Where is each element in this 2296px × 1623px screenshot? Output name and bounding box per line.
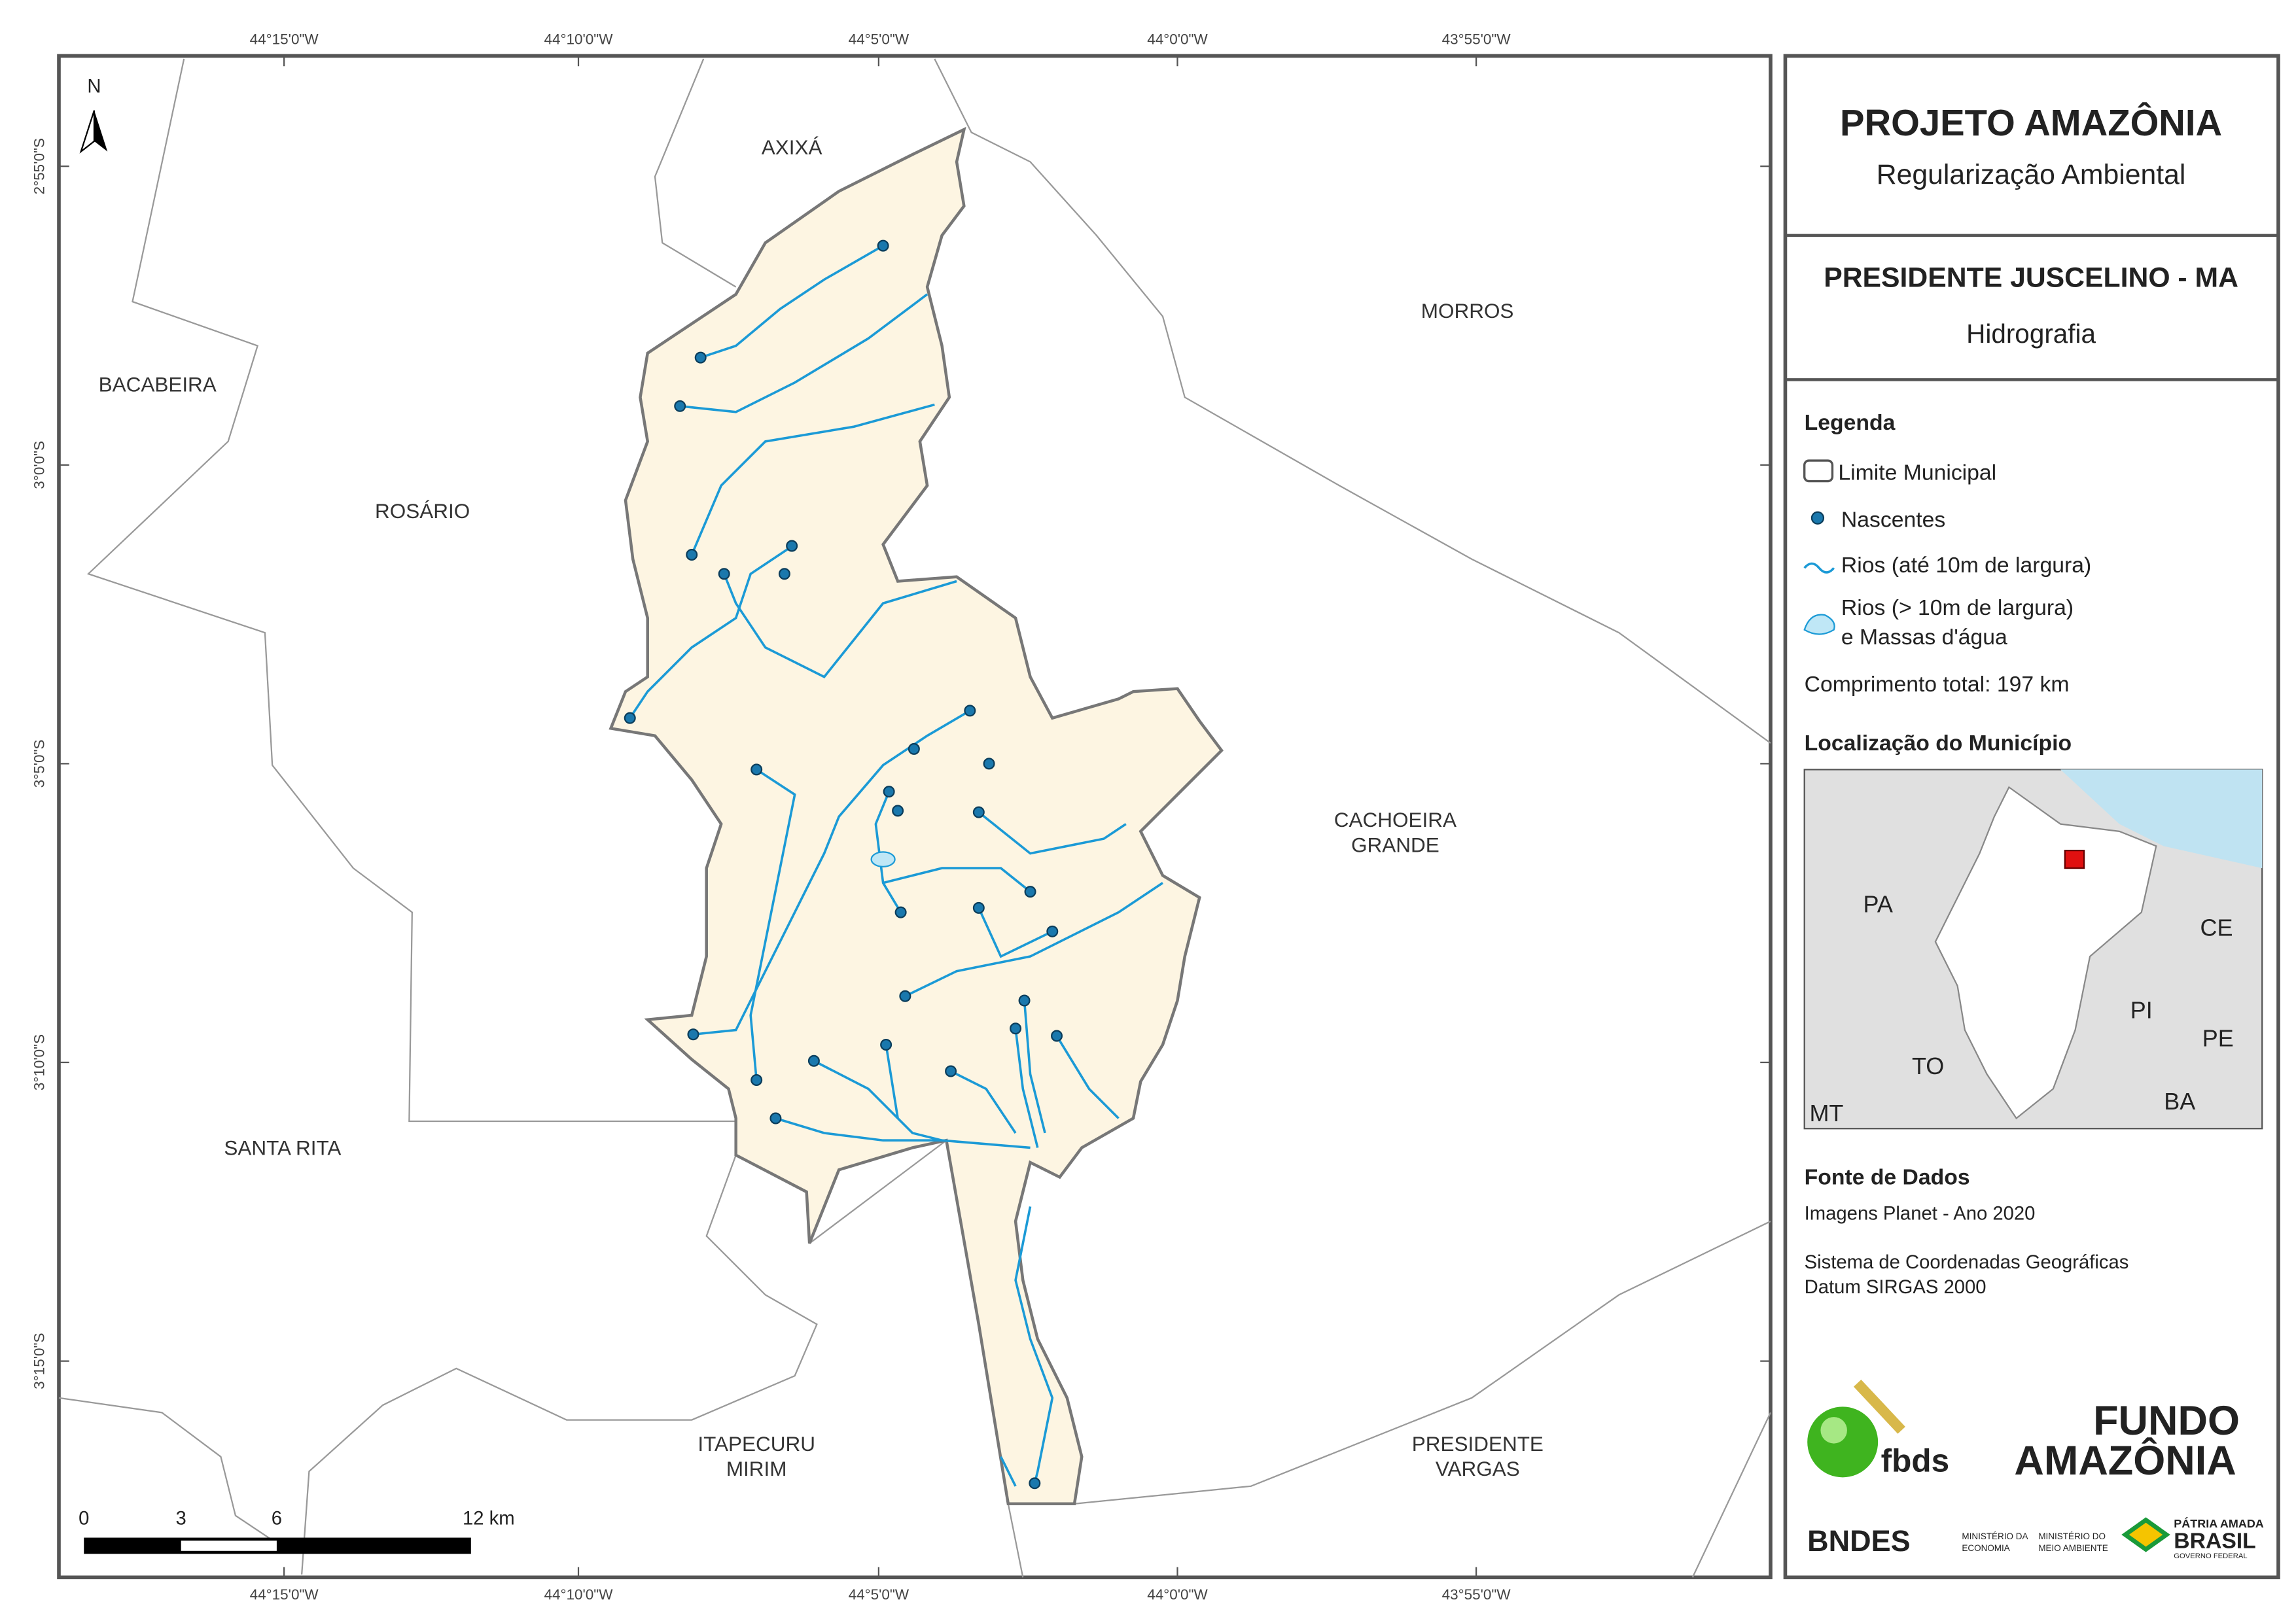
legend-item: Rios (até 10m de largura): [1841, 553, 2091, 578]
grid-label: 3°15'0"S: [31, 1333, 48, 1389]
legend-item: Limite Municipal: [1838, 460, 1996, 485]
grid-label: 2°55'0"S: [31, 138, 48, 194]
grid-label: 44°15'0"W: [250, 31, 319, 47]
legend-swatch: [1803, 614, 1835, 635]
grid-label: 3°10'0"S: [31, 1034, 48, 1091]
source-line: Datum SIRGAS 2000: [1805, 1277, 1987, 1298]
state-label: PE: [2202, 1024, 2234, 1051]
grid-label: 44°0'0"W: [1147, 31, 1208, 47]
grid-label: 44°5'0"W: [849, 31, 910, 47]
scale-label: 6: [272, 1508, 282, 1529]
grid-label: 44°5'0"W: [849, 1586, 910, 1603]
logos: fbds FUNDO AMAZÔNIA BNDES MINISTÉRIO DA …: [1807, 1379, 2264, 1560]
municipality: [609, 126, 1224, 1506]
municipality-name: PRESIDENTE JUSCELINO - MA: [1824, 262, 2238, 294]
state-label: PI: [2130, 997, 2153, 1024]
municipality-label: GRANDE: [1351, 833, 1439, 856]
grid-labels: 44°15'0"W 44°10'0"W 44°5'0"W 44°0'0"W 43°55'…: [31, 31, 1771, 1603]
legend-item: e Massas d'água: [1841, 625, 2007, 650]
logo-ministry: MEIO AMBIENTE: [2038, 1543, 2108, 1553]
grid-label: 43°55'0"W: [1442, 31, 1511, 47]
municipality-label: CACHOEIRA: [1334, 808, 1457, 831]
legend-total: Comprimento total: 197 km: [1805, 672, 2070, 697]
grid-label: 44°10'0"W: [544, 1586, 614, 1603]
subtitle: Regularização Ambiental: [1877, 159, 2186, 190]
logo-fundo: AMAZÔNIA: [2014, 1437, 2236, 1484]
state-label: MT: [1809, 1100, 1843, 1126]
scale-bar: 0 3 6 12 km: [79, 1508, 515, 1554]
grid-label: 44°10'0"W: [544, 31, 614, 47]
municipality-label: SANTA RITA: [224, 1136, 341, 1160]
municipality-label: VARGAS: [1436, 1457, 1520, 1480]
legend-item: Nascentes: [1841, 507, 1945, 532]
municipality-label: ROSÁRIO: [375, 499, 470, 523]
north-label: N: [87, 77, 101, 97]
legend-title: Legenda: [1805, 410, 1896, 435]
logo-ministry: MINISTÉRIO DA: [1962, 1531, 2028, 1541]
state-label: CE: [2200, 915, 2233, 941]
logo-fundo: FUNDO: [2093, 1398, 2240, 1444]
grid-label: 44°0'0"W: [1147, 1586, 1208, 1603]
municipality-label: MIRIM: [726, 1457, 787, 1480]
location-title: Localização do Município: [1805, 731, 2072, 756]
municipality-label: ITAPECURU: [698, 1432, 815, 1456]
logo-ministry: MINISTÉRIO DO: [2038, 1531, 2106, 1541]
side-panel: PROJETO AMAZÔNIA Regularização Ambiental…: [1783, 54, 2280, 1580]
theme: Hidrografia: [1966, 319, 2096, 349]
logo-brasil: GOVERNO FEDERAL: [2174, 1552, 2247, 1560]
location-inset: [1803, 769, 2263, 1130]
municipality-label: PRESIDENTE: [1412, 1432, 1544, 1456]
municipality-labels: AXIXÁ BACABEIRA MORROS ROSÁRIO CACHOEIRAGRAN…: [99, 135, 1544, 1480]
logo-ministry: ECONOMIA: [1962, 1543, 2009, 1553]
municipality-label: BACABEIRA: [99, 372, 217, 396]
grid-label: 3°0'0"S: [31, 441, 48, 489]
sources-title: Fonte de Dados: [1805, 1165, 1970, 1190]
springs: [624, 239, 1063, 1490]
logo-brasil: BRASIL: [2174, 1528, 2256, 1553]
state-label: BA: [2164, 1088, 2195, 1115]
legend-item: Rios (> 10m de largura): [1841, 595, 2074, 620]
source-line: Sistema de Coordenadas Geográficas: [1805, 1252, 2129, 1273]
grid-label: 3°5'0"S: [31, 740, 48, 788]
rivers: [629, 245, 1163, 1487]
scale-label: 3: [176, 1508, 186, 1529]
north-arrow: N: [79, 77, 108, 154]
scale-label: 0: [79, 1508, 89, 1529]
legend-swatch: [1803, 459, 1834, 483]
state-label: TO: [1912, 1053, 1944, 1079]
state-label: PA: [1863, 891, 1893, 918]
legend-swatch: [1803, 562, 1835, 574]
scale-label: 12 km: [463, 1508, 515, 1529]
logo-fbds: fbds: [1881, 1442, 1949, 1478]
title: PROJETO AMAZÔNIA: [1840, 102, 2222, 143]
logo-bndes: BNDES: [1807, 1524, 1910, 1558]
municipality-label: AXIXÁ: [762, 135, 822, 159]
map-frame: N 0 3 6 12 km: [57, 54, 1773, 1580]
water-body: [870, 851, 896, 867]
source-line: Imagens Planet - Ano 2020: [1805, 1204, 2036, 1225]
legend-swatch: [1810, 511, 1825, 525]
grid-label: 44°15'0"W: [250, 1586, 319, 1603]
municipality-label: MORROS: [1421, 299, 1514, 323]
logo-brasil: PÁTRIA AMADA: [2174, 1516, 2264, 1530]
grid-label: 43°55'0"W: [1442, 1586, 1511, 1603]
